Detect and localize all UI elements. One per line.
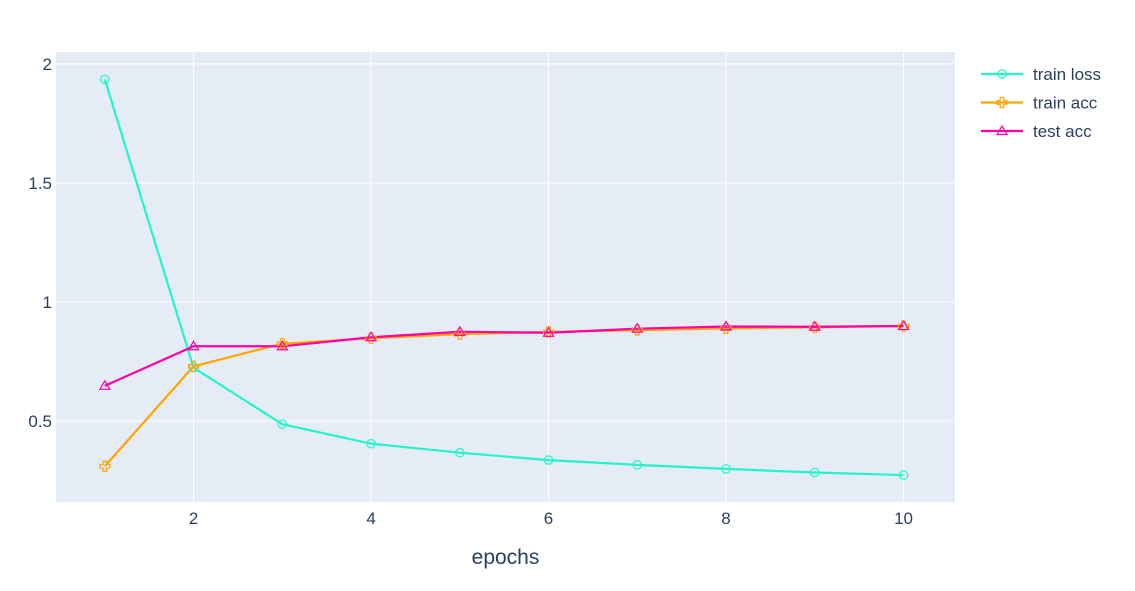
legend-marker <box>997 69 1007 79</box>
x-tick-label: 4 <box>366 509 375 528</box>
point-test-acc <box>542 326 555 337</box>
legend-label: test acc <box>1033 122 1092 141</box>
y-tick-label: 2 <box>43 55 52 74</box>
point-train-acc <box>276 338 288 350</box>
point-train-acc <box>187 360 200 372</box>
plot-background <box>56 52 955 502</box>
point-train-loss <box>277 419 288 429</box>
y-tick-label: 1 <box>43 293 52 312</box>
x-tick-label: 2 <box>189 509 198 528</box>
series-layer <box>103 79 904 477</box>
point-train-loss <box>366 438 376 449</box>
marker-layer <box>98 74 910 480</box>
point-test-acc <box>719 320 733 331</box>
point-train-loss <box>721 464 731 474</box>
legend-label: train loss <box>1033 65 1101 84</box>
legend-item-train-loss[interactable]: train loss <box>981 65 1101 84</box>
point-test-acc <box>631 322 644 333</box>
x-tick-label: 10 <box>894 509 913 528</box>
point-train-acc <box>720 322 732 335</box>
point-test-acc <box>453 325 466 336</box>
x-axis-title: epochs <box>472 546 540 569</box>
point-test-acc <box>187 340 200 351</box>
point-train-loss <box>898 470 909 480</box>
y-tick-label: 1.5 <box>28 174 52 193</box>
x-tick-label: 6 <box>544 509 553 528</box>
legend-item-test-acc[interactable]: test acc <box>981 122 1092 141</box>
legend-item-train-acc[interactable]: train acc <box>981 94 1098 113</box>
point-train-loss <box>632 460 643 470</box>
point-test-acc <box>98 379 111 390</box>
x-tick-label: 8 <box>721 509 730 528</box>
y-tick-label: 0.5 <box>28 412 52 431</box>
point-train-loss <box>809 467 820 478</box>
grid <box>56 52 955 502</box>
legend[interactable]: train loss train acc test acc <box>981 65 1101 141</box>
point-train-acc <box>99 460 111 472</box>
legend-marker <box>996 96 1008 109</box>
point-train-loss <box>543 455 554 465</box>
point-test-acc <box>897 319 910 331</box>
series-line-train-loss <box>103 79 904 477</box>
legend-label: train acc <box>1033 94 1098 113</box>
point-train-loss <box>454 447 465 458</box>
series-line-test-acc <box>104 324 904 387</box>
point-test-acc <box>276 340 289 351</box>
point-test-acc <box>365 331 378 342</box>
legend-marker <box>995 124 1009 136</box>
tick-labels: 2 4 6 8 10 0.5 1 1.5 2 <box>28 55 913 528</box>
point-train-loss <box>100 74 110 85</box>
point-train-acc <box>454 328 466 340</box>
point-train-acc <box>631 324 643 336</box>
point-test-acc <box>808 320 821 331</box>
